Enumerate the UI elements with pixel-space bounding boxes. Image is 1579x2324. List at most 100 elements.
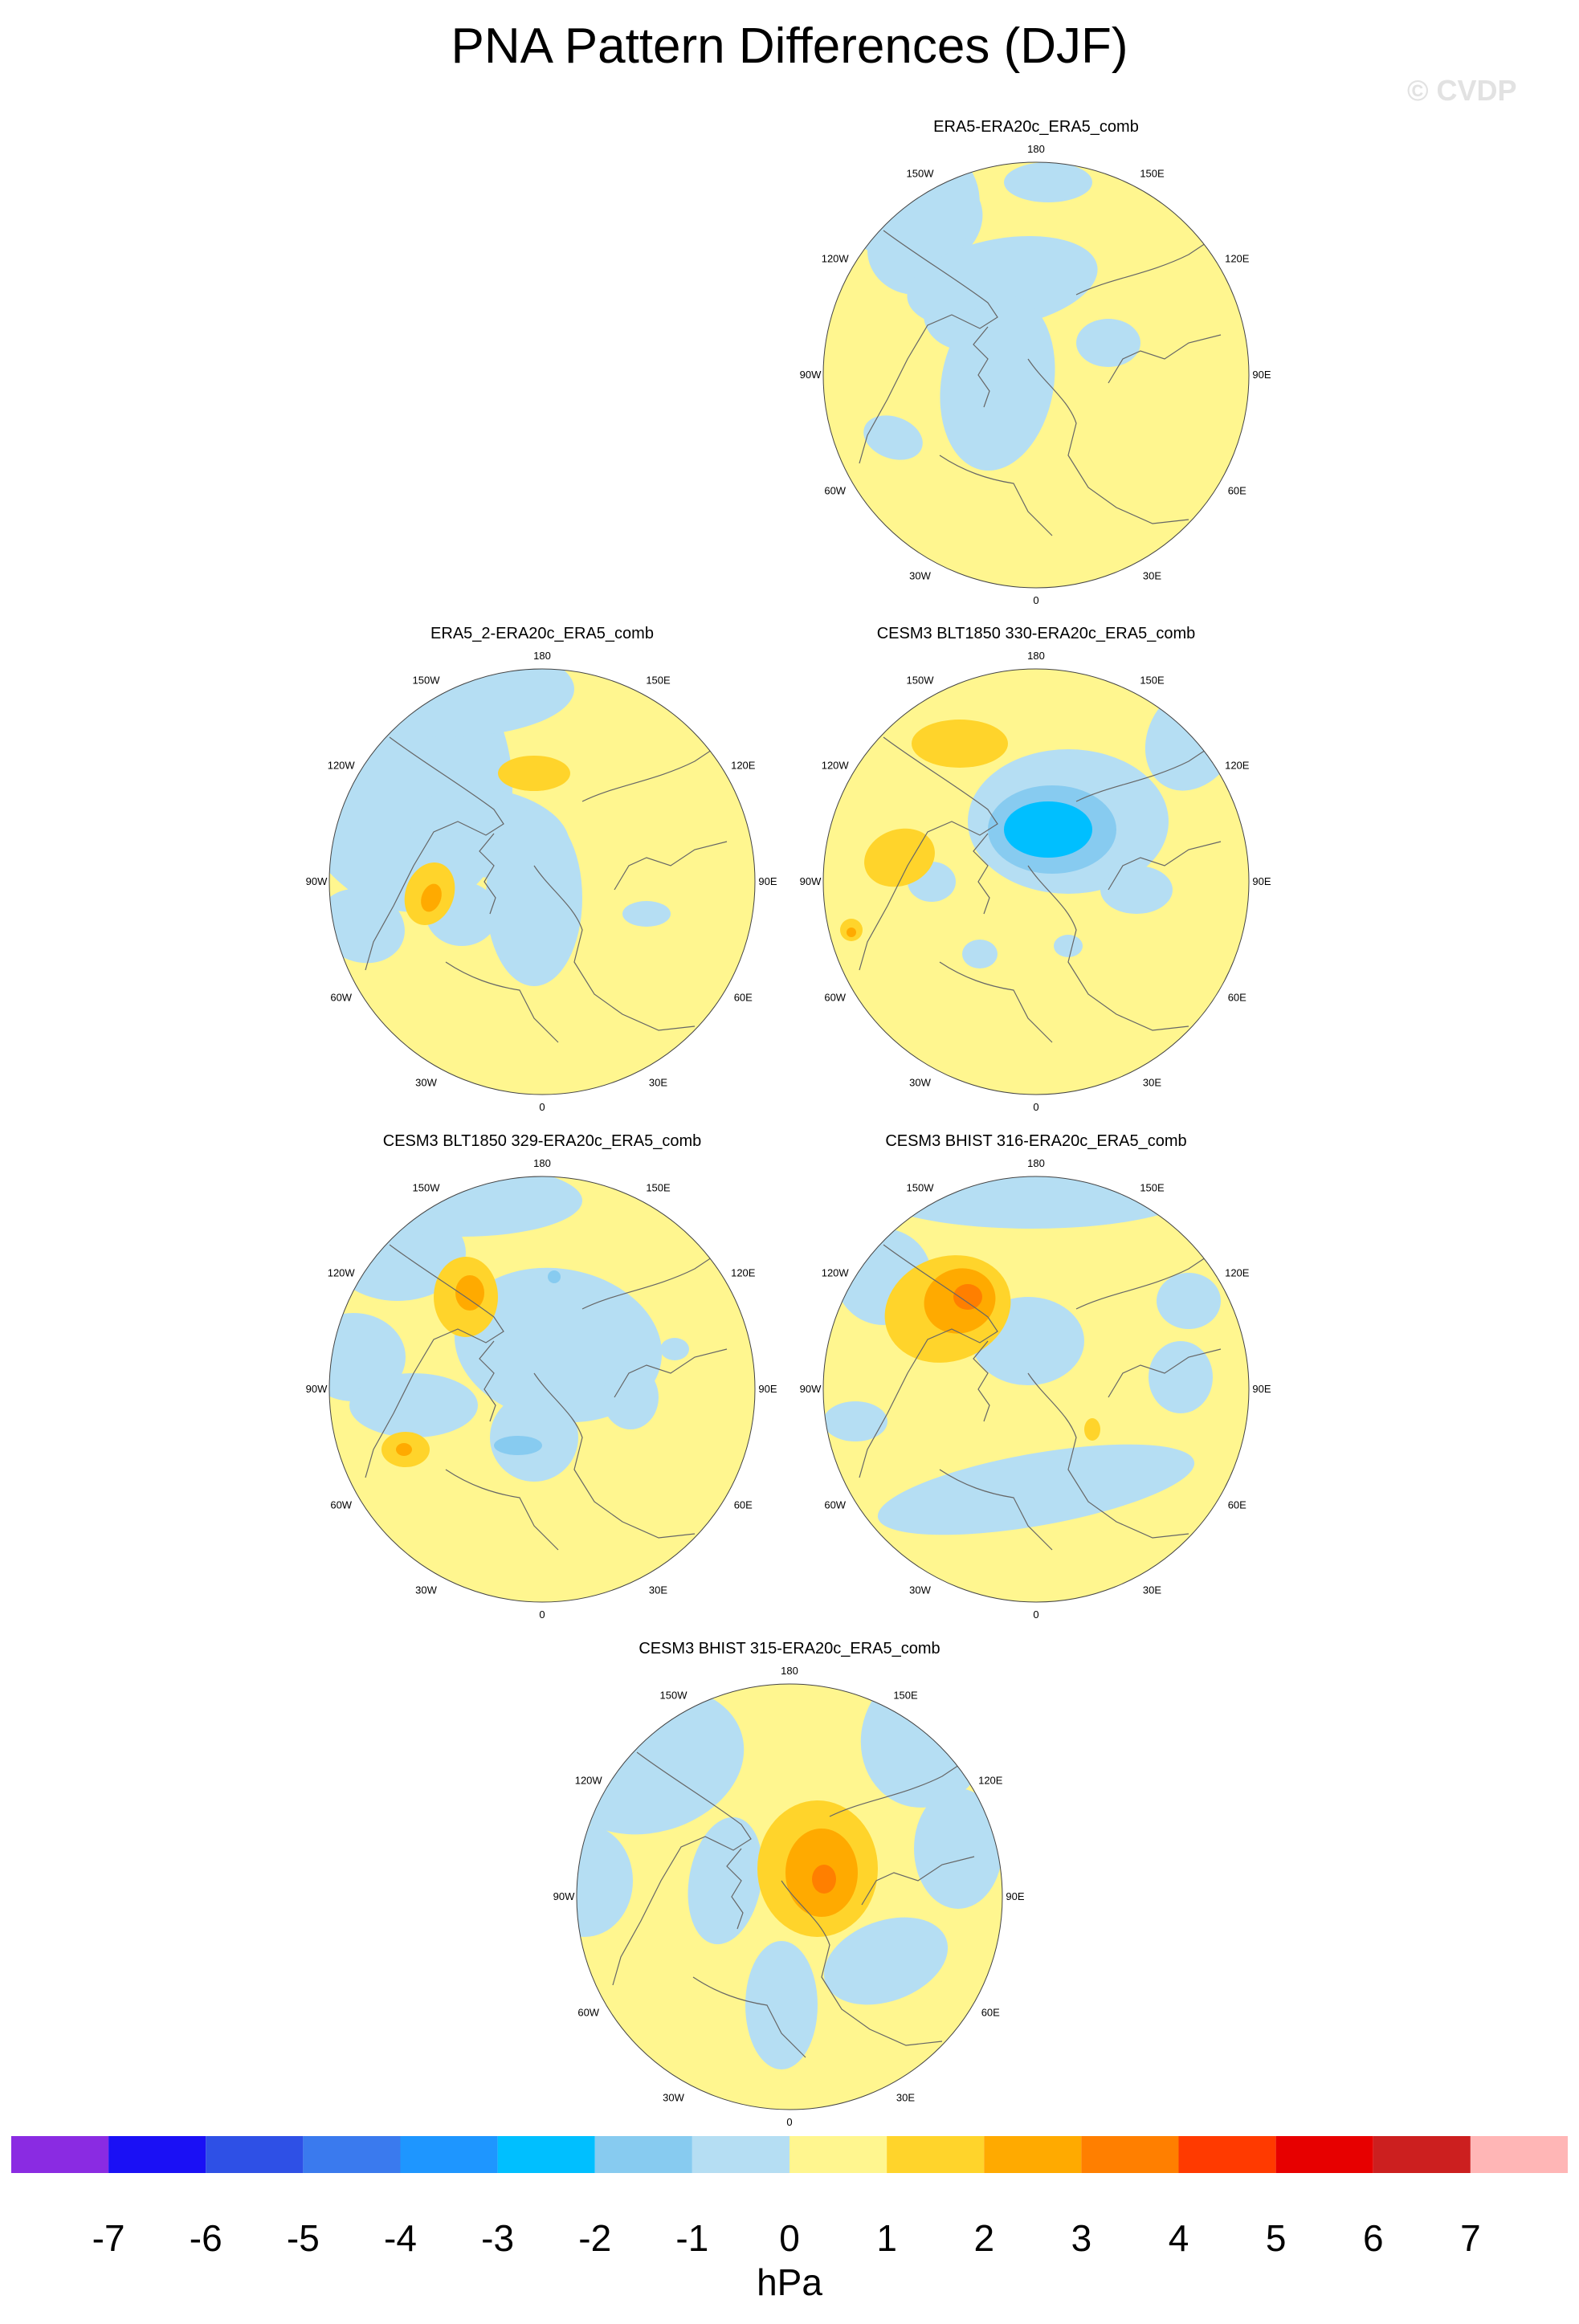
colorbar-tick-label: 7 bbox=[1460, 2217, 1481, 2259]
contour-region-pos2 bbox=[847, 928, 856, 937]
coastline bbox=[479, 833, 496, 915]
colorbar-bin-pos1 bbox=[887, 2136, 985, 2173]
contour-region-pos3 bbox=[953, 1284, 982, 1310]
coastline bbox=[1027, 865, 1189, 1031]
contour-region-neg0 bbox=[602, 1365, 659, 1429]
contour-region-pos1 bbox=[1084, 1418, 1100, 1441]
coastline bbox=[973, 326, 990, 408]
coastline bbox=[859, 230, 998, 464]
colorbar-tick-label: 4 bbox=[1168, 2217, 1189, 2259]
map-panel-blt1850-330: CESM3 BLT1850 330-ERA20c_ERA5_comb 180 15… bbox=[787, 625, 1285, 1123]
contour-region-pos2 bbox=[396, 1443, 412, 1456]
colorbar-tick-label: -3 bbox=[481, 2217, 515, 2259]
map-panel-era5: ERA5-ERA20c_ERA5_comb 180 150E 120E 90E 60E 3… bbox=[787, 118, 1285, 616]
map-border bbox=[576, 1683, 1003, 2110]
coastline bbox=[861, 1856, 975, 1906]
longitude-label: 150W bbox=[907, 168, 935, 180]
longitude-label: 30W bbox=[415, 1076, 437, 1088]
longitude-label: 120W bbox=[822, 253, 850, 265]
coastline bbox=[939, 1469, 1053, 1551]
colorbar-bin-pos5 bbox=[1275, 2136, 1373, 2173]
contour-region-neg2 bbox=[1004, 801, 1092, 858]
longitude-label: 150W bbox=[413, 675, 441, 687]
contour-region-neg0 bbox=[1100, 866, 1173, 914]
longitude-label: 120W bbox=[328, 760, 356, 772]
colorbar-tick-label: 3 bbox=[1071, 2217, 1092, 2259]
longitude-label: 180 bbox=[1027, 650, 1045, 662]
colorbar bbox=[11, 2136, 1568, 2173]
contour-region-neg0 bbox=[877, 1444, 1195, 1535]
panel-title: CESM3 BLT1850 329-ERA20c_ERA5_comb bbox=[382, 1132, 702, 1150]
longitude-label: 30E bbox=[649, 1584, 667, 1596]
map-border bbox=[328, 668, 756, 1095]
coastline bbox=[973, 833, 990, 915]
longitude-label: 180 bbox=[1027, 1157, 1045, 1169]
colorbar-tick-label: -1 bbox=[675, 2217, 709, 2259]
longitude-label: 120E bbox=[1225, 1267, 1250, 1279]
longitude-label: 60E bbox=[1228, 992, 1246, 1004]
coastline bbox=[859, 736, 998, 971]
longitude-label: 60W bbox=[330, 1499, 352, 1511]
coastline bbox=[829, 1759, 967, 1817]
longitude-label: 0 bbox=[1033, 1608, 1038, 1621]
coastline bbox=[1027, 1372, 1189, 1539]
colorbar-tick-label: -6 bbox=[189, 2217, 222, 2259]
contour-region-neg0 bbox=[745, 1941, 818, 2069]
longitude-label: 90E bbox=[1252, 1383, 1271, 1395]
longitude-label: 180 bbox=[533, 1157, 551, 1169]
polar-map: 180 150E 120E 90E 60E 30E 0 30W 60W 90W 120W 150W bbox=[306, 1157, 777, 1621]
map-panel-bhist-315: CESM3 BHIST 315-ERA20c_ERA5_comb 180 150E… bbox=[541, 1640, 1038, 2138]
coastline bbox=[581, 1252, 720, 1310]
coastline bbox=[939, 455, 1053, 536]
colorbar-bin-neg5 bbox=[206, 2136, 304, 2173]
longitude-label: 90E bbox=[758, 1383, 777, 1395]
colorbar-tick-label: 6 bbox=[1362, 2217, 1384, 2259]
contour-region-pos1 bbox=[864, 828, 935, 887]
colorbar-bin-neg1 bbox=[594, 2136, 692, 2173]
contour-region-neg0 bbox=[914, 1788, 1002, 1909]
longitude-label: 150W bbox=[907, 1182, 935, 1194]
longitude-label: 60E bbox=[981, 2007, 1000, 2019]
longitude-label: 90W bbox=[306, 1383, 328, 1395]
longitude-label: 120W bbox=[822, 1267, 850, 1279]
coastline bbox=[859, 1244, 998, 1478]
contour-region-neg0 bbox=[1076, 319, 1140, 367]
figure-title: PNA Pattern Differences (DJF) bbox=[451, 18, 1128, 74]
longitude-label: 90W bbox=[800, 369, 822, 381]
longitude-label: 180 bbox=[533, 650, 551, 662]
longitude-label: 90E bbox=[1252, 875, 1271, 887]
coastline bbox=[781, 1880, 943, 2046]
longitude-label: 60W bbox=[824, 1499, 846, 1511]
longitude-label: 0 bbox=[786, 2116, 792, 2128]
contour-region-neg1 bbox=[494, 1436, 542, 1455]
longitude-label: 30W bbox=[909, 1076, 931, 1088]
longitude-label: 150E bbox=[893, 1690, 918, 1702]
longitude-label: 90E bbox=[1252, 369, 1271, 381]
colorbar-bin-neg0 bbox=[692, 2136, 790, 2173]
coastline bbox=[973, 1340, 990, 1422]
map-border bbox=[328, 1176, 756, 1603]
contour-region-neg1 bbox=[548, 1270, 561, 1283]
contour-region-neg0 bbox=[490, 1393, 578, 1482]
colorbar-unit: hPa bbox=[757, 2261, 822, 2303]
longitude-label: 60W bbox=[330, 992, 352, 1004]
longitude-label: 150W bbox=[907, 675, 935, 687]
coastline bbox=[1108, 334, 1222, 384]
colorbar-tick-label: 5 bbox=[1265, 2217, 1287, 2259]
contour-region-neg0 bbox=[823, 1917, 949, 2005]
longitude-label: 90W bbox=[553, 1890, 575, 1902]
colorbar-bin-neg3 bbox=[400, 2136, 498, 2173]
longitude-label: 150E bbox=[1140, 675, 1165, 687]
panel-title: CESM3 BHIST 316-ERA20c_ERA5_comb bbox=[885, 1132, 1187, 1150]
polar-map: 180 150E 120E 90E 60E 30E 0 30W 60W 90W 120W 150W bbox=[800, 143, 1271, 606]
coastline bbox=[365, 736, 504, 971]
coastline bbox=[1108, 841, 1222, 891]
contour-region-neg0 bbox=[622, 901, 671, 927]
longitude-label: 120E bbox=[1225, 253, 1250, 265]
coastline bbox=[1027, 358, 1189, 524]
panel-title: ERA5_2-ERA20c_ERA5_comb bbox=[430, 625, 654, 642]
map-border bbox=[822, 161, 1250, 589]
longitude-label: 150E bbox=[646, 675, 671, 687]
longitude-label: 60E bbox=[1228, 1499, 1246, 1511]
map-panel-bhist-316: CESM3 BHIST 316-ERA20c_ERA5_comb 180 150E… bbox=[787, 1132, 1285, 1630]
